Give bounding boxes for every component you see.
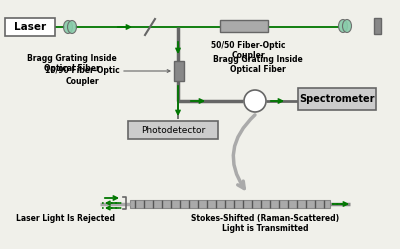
Bar: [5, 18, 55, 36]
Text: Bragg Grating Inside
Optical Fiber: Bragg Grating Inside Optical Fiber: [27, 54, 117, 73]
Text: 50/50 Fiber-Optic
Coupler: 50/50 Fiber-Optic Coupler: [211, 41, 285, 61]
Bar: [298, 88, 376, 110]
Bar: [128, 121, 218, 139]
Bar: [174, 61, 184, 81]
Text: Photodetector: Photodetector: [141, 125, 205, 134]
Bar: [220, 20, 268, 32]
Ellipse shape: [64, 20, 72, 34]
Circle shape: [244, 90, 266, 112]
Text: Laser Light Is Rejected: Laser Light Is Rejected: [16, 214, 114, 223]
Bar: [374, 18, 381, 34]
Text: Spectrometer: Spectrometer: [299, 94, 375, 104]
Text: Bragg Grating Inside
Optical Fiber: Bragg Grating Inside Optical Fiber: [213, 55, 303, 74]
Ellipse shape: [342, 19, 352, 33]
Ellipse shape: [68, 20, 76, 34]
Bar: [130, 200, 330, 208]
Text: 10/90 Fiber-Optic
Coupler: 10/90 Fiber-Optic Coupler: [45, 66, 120, 86]
Ellipse shape: [338, 19, 348, 33]
Text: Laser: Laser: [14, 22, 46, 32]
Text: Stokes-Shifted (Raman-Scattered)
Light is Transmitted: Stokes-Shifted (Raman-Scattered) Light i…: [191, 214, 339, 233]
